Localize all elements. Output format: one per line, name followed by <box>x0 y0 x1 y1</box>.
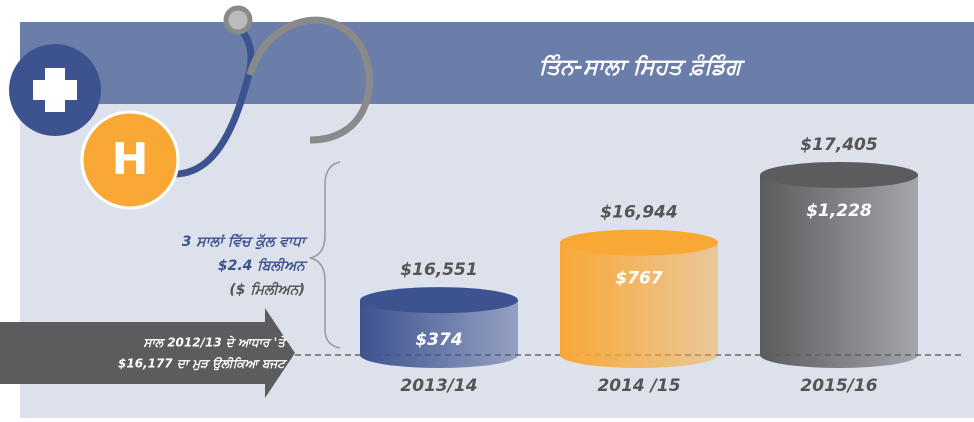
cylinder-top <box>760 162 918 188</box>
category-label: 2014 /15 <box>597 376 680 396</box>
value-label: $1,228 <box>806 201 872 221</box>
stethoscope <box>246 16 373 144</box>
total-label: $17,405 <box>800 135 877 155</box>
banner <box>20 22 974 104</box>
stethoscope-head <box>223 5 253 35</box>
value-label: $767 <box>615 269 662 289</box>
value-label: $374 <box>415 330 462 350</box>
baseline-label: $16,177 ਦਾ ਮੁੜ ਉਲੀਕਿਆ ਬਜਟ <box>118 357 287 371</box>
chart-title: ਤਿੰਨ-ਸਾਲਾ ਸਿਹਤ ਫ਼ੰਡਿੰਗ <box>539 54 746 80</box>
annotation: 3 ਸਾਲਾਂ ਵਿੱਚ ਕੁੱਲ ਵਾਧਾ <box>182 233 308 250</box>
cylinder <box>560 242 718 368</box>
cylinder-top <box>560 229 718 256</box>
total-label: $16,551 <box>400 260 477 280</box>
plus <box>33 68 77 112</box>
cylinder <box>760 175 918 368</box>
h-icon <box>80 110 180 210</box>
icon-label: H <box>112 134 149 185</box>
brace <box>309 161 341 349</box>
baseline-label: ਸਾਲ 2012/13 ਦੇ ਆਧਾਰ 'ਤੇ <box>143 336 287 350</box>
annotation: ($ ਮਿਲੀਅਨ) <box>229 281 305 298</box>
cylinder-top <box>360 287 518 314</box>
annotation: $2.4 ਬਿਲੀਅਨ <box>218 257 308 274</box>
category-label: 2013/14 <box>400 376 477 396</box>
baseline-arrow <box>0 308 295 398</box>
total-label: $16,944 <box>600 203 677 223</box>
category-label: 2015/16 <box>800 376 877 396</box>
cylinder <box>360 300 518 368</box>
